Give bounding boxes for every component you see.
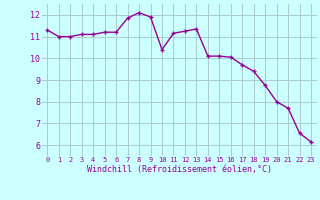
X-axis label: Windchill (Refroidissement éolien,°C): Windchill (Refroidissement éolien,°C) bbox=[87, 165, 272, 174]
